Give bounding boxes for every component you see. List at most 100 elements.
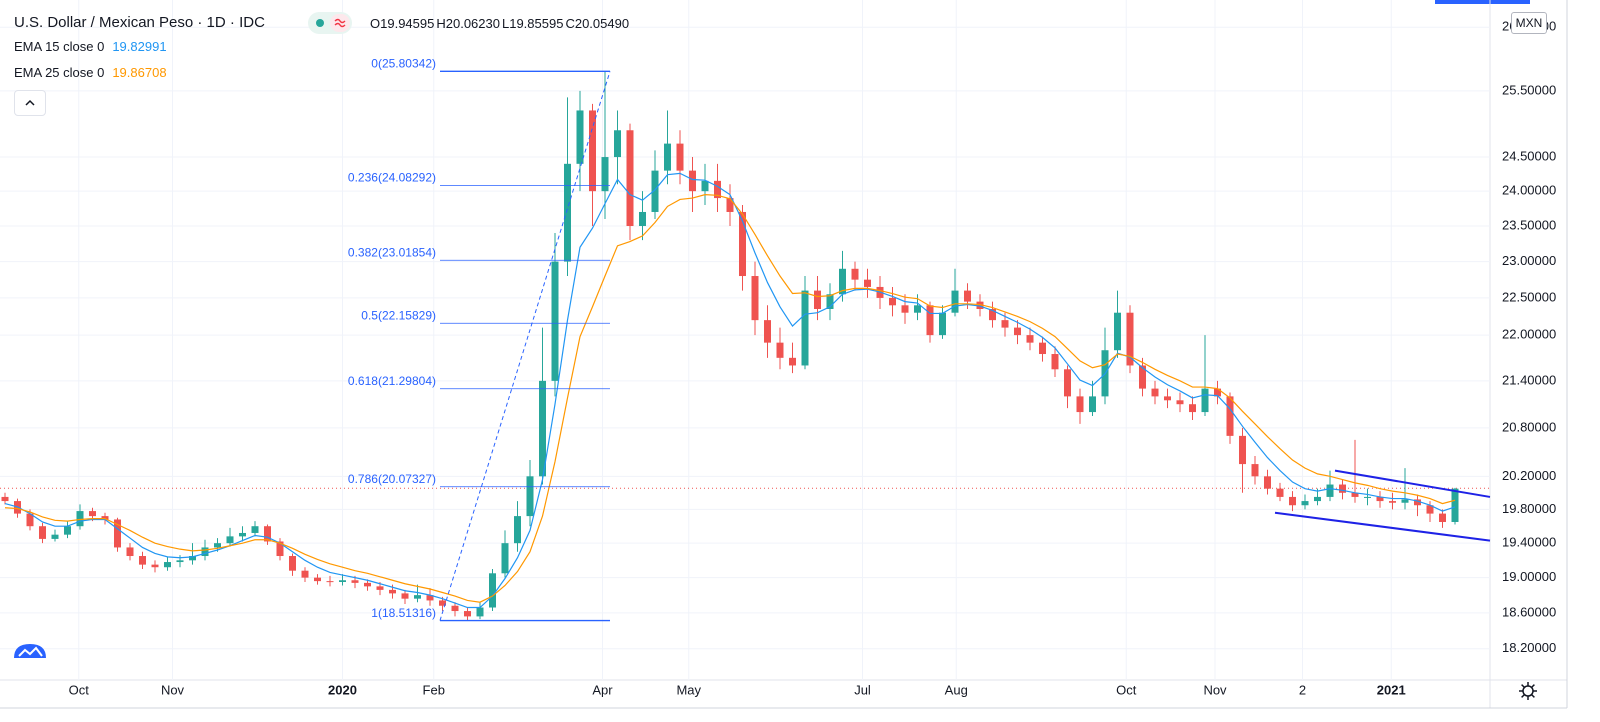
candle-body (626, 130, 634, 226)
legend-name: EMA 15 close 0 (14, 39, 105, 54)
x-tick-label: 2020 (328, 682, 357, 697)
candle-body (1389, 501, 1396, 503)
candle-body (201, 547, 209, 557)
candle-body (676, 143, 684, 171)
gear-teeth (1519, 682, 1537, 700)
quote-label: H (436, 16, 446, 31)
y-tick-label: 22.50000 (1502, 289, 1556, 304)
candle-body (1451, 488, 1459, 522)
status-badge[interactable] (308, 12, 352, 34)
candle-body (364, 582, 371, 587)
fib-trend (439, 71, 611, 621)
candle-body (189, 556, 196, 561)
candle-body (789, 357, 796, 366)
x-tick-label: 2021 (1377, 682, 1406, 697)
x-tick-label: Aug (945, 682, 968, 697)
candle-body (839, 268, 846, 295)
legend-value: 19.82991 (112, 39, 167, 54)
candle-body (1376, 496, 1384, 502)
legend-value: 19.86708 (112, 65, 167, 80)
x-tick-label: Jul (854, 682, 871, 697)
candle-body (1, 496, 9, 502)
candle-body (1264, 476, 1271, 489)
candle-body (276, 541, 284, 557)
candle-body (26, 513, 34, 527)
chevron-path (25, 99, 35, 106)
candle-body (1189, 404, 1196, 413)
candle-body (464, 611, 471, 617)
candle-body (1426, 505, 1434, 514)
candle-body (76, 511, 84, 527)
candle-body (126, 547, 134, 557)
gear (1522, 685, 1534, 697)
candle-body (564, 163, 571, 262)
candle-body (726, 198, 734, 212)
candle-body (114, 519, 121, 548)
candle-body (1289, 496, 1296, 506)
y-tick-label: 19.40000 (1502, 535, 1556, 550)
quote-label: O (370, 16, 381, 31)
candle-body (989, 309, 996, 321)
candle-body (214, 543, 221, 548)
candle-body (1001, 320, 1009, 328)
candle-body (39, 526, 46, 539)
candle-body (339, 580, 346, 582)
candle-body (1301, 501, 1309, 506)
candle-body (89, 511, 96, 517)
candle-body (1214, 388, 1221, 397)
currency-badge[interactable]: MXN (1511, 12, 1547, 34)
y-tick-label: 19.00000 (1502, 569, 1556, 584)
y-tick-label: 22.00000 (1502, 327, 1556, 342)
y-tick-label: 24.50000 (1502, 148, 1556, 163)
candle-body (951, 290, 959, 313)
candle-body (1276, 488, 1284, 497)
y-tick-label: 18.20000 (1502, 640, 1556, 655)
candle-body (1039, 342, 1046, 355)
candle-body (614, 130, 621, 158)
collapse-button[interactable] (14, 90, 46, 116)
fib-label: 0.786(20.07327) (348, 472, 436, 486)
candle-body (1114, 312, 1121, 351)
candle-body (751, 276, 759, 321)
logo[interactable] (10, 636, 50, 666)
candle-body (914, 305, 921, 313)
market-dot (316, 19, 324, 27)
status-icons (316, 14, 350, 32)
candle-body (1401, 499, 1409, 503)
candle-body (551, 261, 559, 381)
candle-body (389, 589, 396, 594)
candle-body (1051, 354, 1059, 370)
candle-body (1364, 496, 1371, 498)
candle-body (301, 570, 309, 578)
candle-body (889, 297, 896, 306)
candle-body (1139, 365, 1146, 389)
fib-label: 0.5(22.15829) (361, 308, 436, 322)
candle-body (64, 526, 71, 535)
trendline (1274, 511, 1491, 542)
candle-body (501, 543, 509, 574)
candle-body (776, 342, 784, 358)
legend: EMA 15 close 0 19.82991 EMA 25 close 0 19.8… (14, 40, 167, 92)
candle-body (1076, 396, 1084, 413)
fib-label: 0.618(21.29804) (348, 374, 436, 388)
candle-body (814, 290, 821, 310)
quote-label: C (565, 16, 575, 31)
candle-body (401, 593, 409, 599)
candle-body (851, 268, 859, 280)
y-tick-label: 23.50000 (1502, 217, 1556, 232)
settings-icon[interactable] (1517, 680, 1539, 702)
fib-label: 0.382(23.01854) (348, 245, 436, 259)
symbol-title: U.S. Dollar / Mexican Peso · 1D · IDC (14, 14, 265, 31)
legend-row: EMA 15 close 0 19.82991 (14, 40, 167, 66)
candle-body (701, 180, 709, 192)
quote-value: 20.06230 (445, 16, 500, 31)
candle-body (376, 586, 384, 590)
candle-body (964, 290, 971, 302)
y-tick-label: 19.80000 (1502, 501, 1556, 516)
candle-body (514, 516, 521, 544)
candle-body (801, 290, 809, 366)
candle-body (1151, 388, 1159, 397)
candle-body (1014, 327, 1021, 336)
quote-label: L (501, 16, 510, 31)
